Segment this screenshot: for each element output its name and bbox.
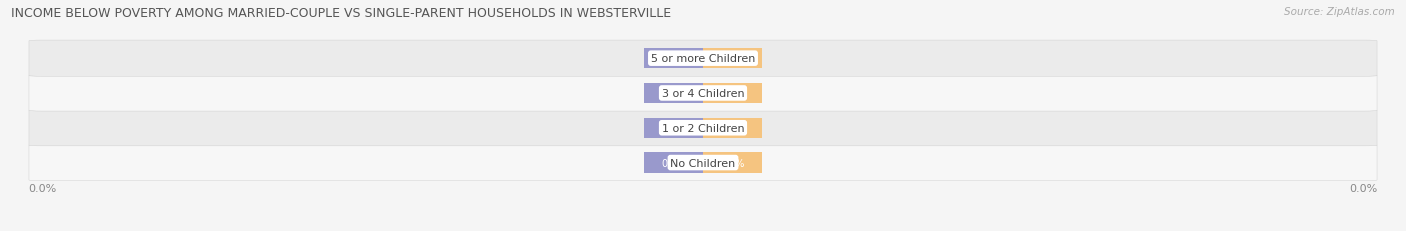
Text: 0.0%: 0.0% (720, 123, 745, 133)
Text: 0.0%: 0.0% (720, 88, 745, 99)
Text: 0.0%: 0.0% (661, 88, 686, 99)
Bar (703, 153, 762, 173)
Text: No Children: No Children (671, 158, 735, 168)
FancyBboxPatch shape (30, 145, 1376, 181)
FancyBboxPatch shape (30, 110, 1376, 146)
Bar (644, 84, 703, 103)
Text: 0.0%: 0.0% (661, 54, 686, 64)
Bar (703, 49, 762, 69)
Bar (703, 84, 762, 103)
Bar (644, 153, 703, 173)
Text: INCOME BELOW POVERTY AMONG MARRIED-COUPLE VS SINGLE-PARENT HOUSEHOLDS IN WEBSTER: INCOME BELOW POVERTY AMONG MARRIED-COUPL… (11, 7, 672, 20)
Text: 0.0%: 0.0% (661, 123, 686, 133)
Text: 5 or more Children: 5 or more Children (651, 54, 755, 64)
Text: 0.0%: 0.0% (720, 54, 745, 64)
Text: 1 or 2 Children: 1 or 2 Children (662, 123, 744, 133)
Text: 0.0%: 0.0% (720, 158, 745, 168)
Text: 0.0%: 0.0% (661, 158, 686, 168)
Text: 3 or 4 Children: 3 or 4 Children (662, 88, 744, 99)
Bar (644, 118, 703, 138)
Text: Source: ZipAtlas.com: Source: ZipAtlas.com (1284, 7, 1395, 17)
Bar (644, 49, 703, 69)
FancyBboxPatch shape (30, 41, 1376, 77)
Bar (703, 118, 762, 138)
FancyBboxPatch shape (30, 76, 1376, 112)
